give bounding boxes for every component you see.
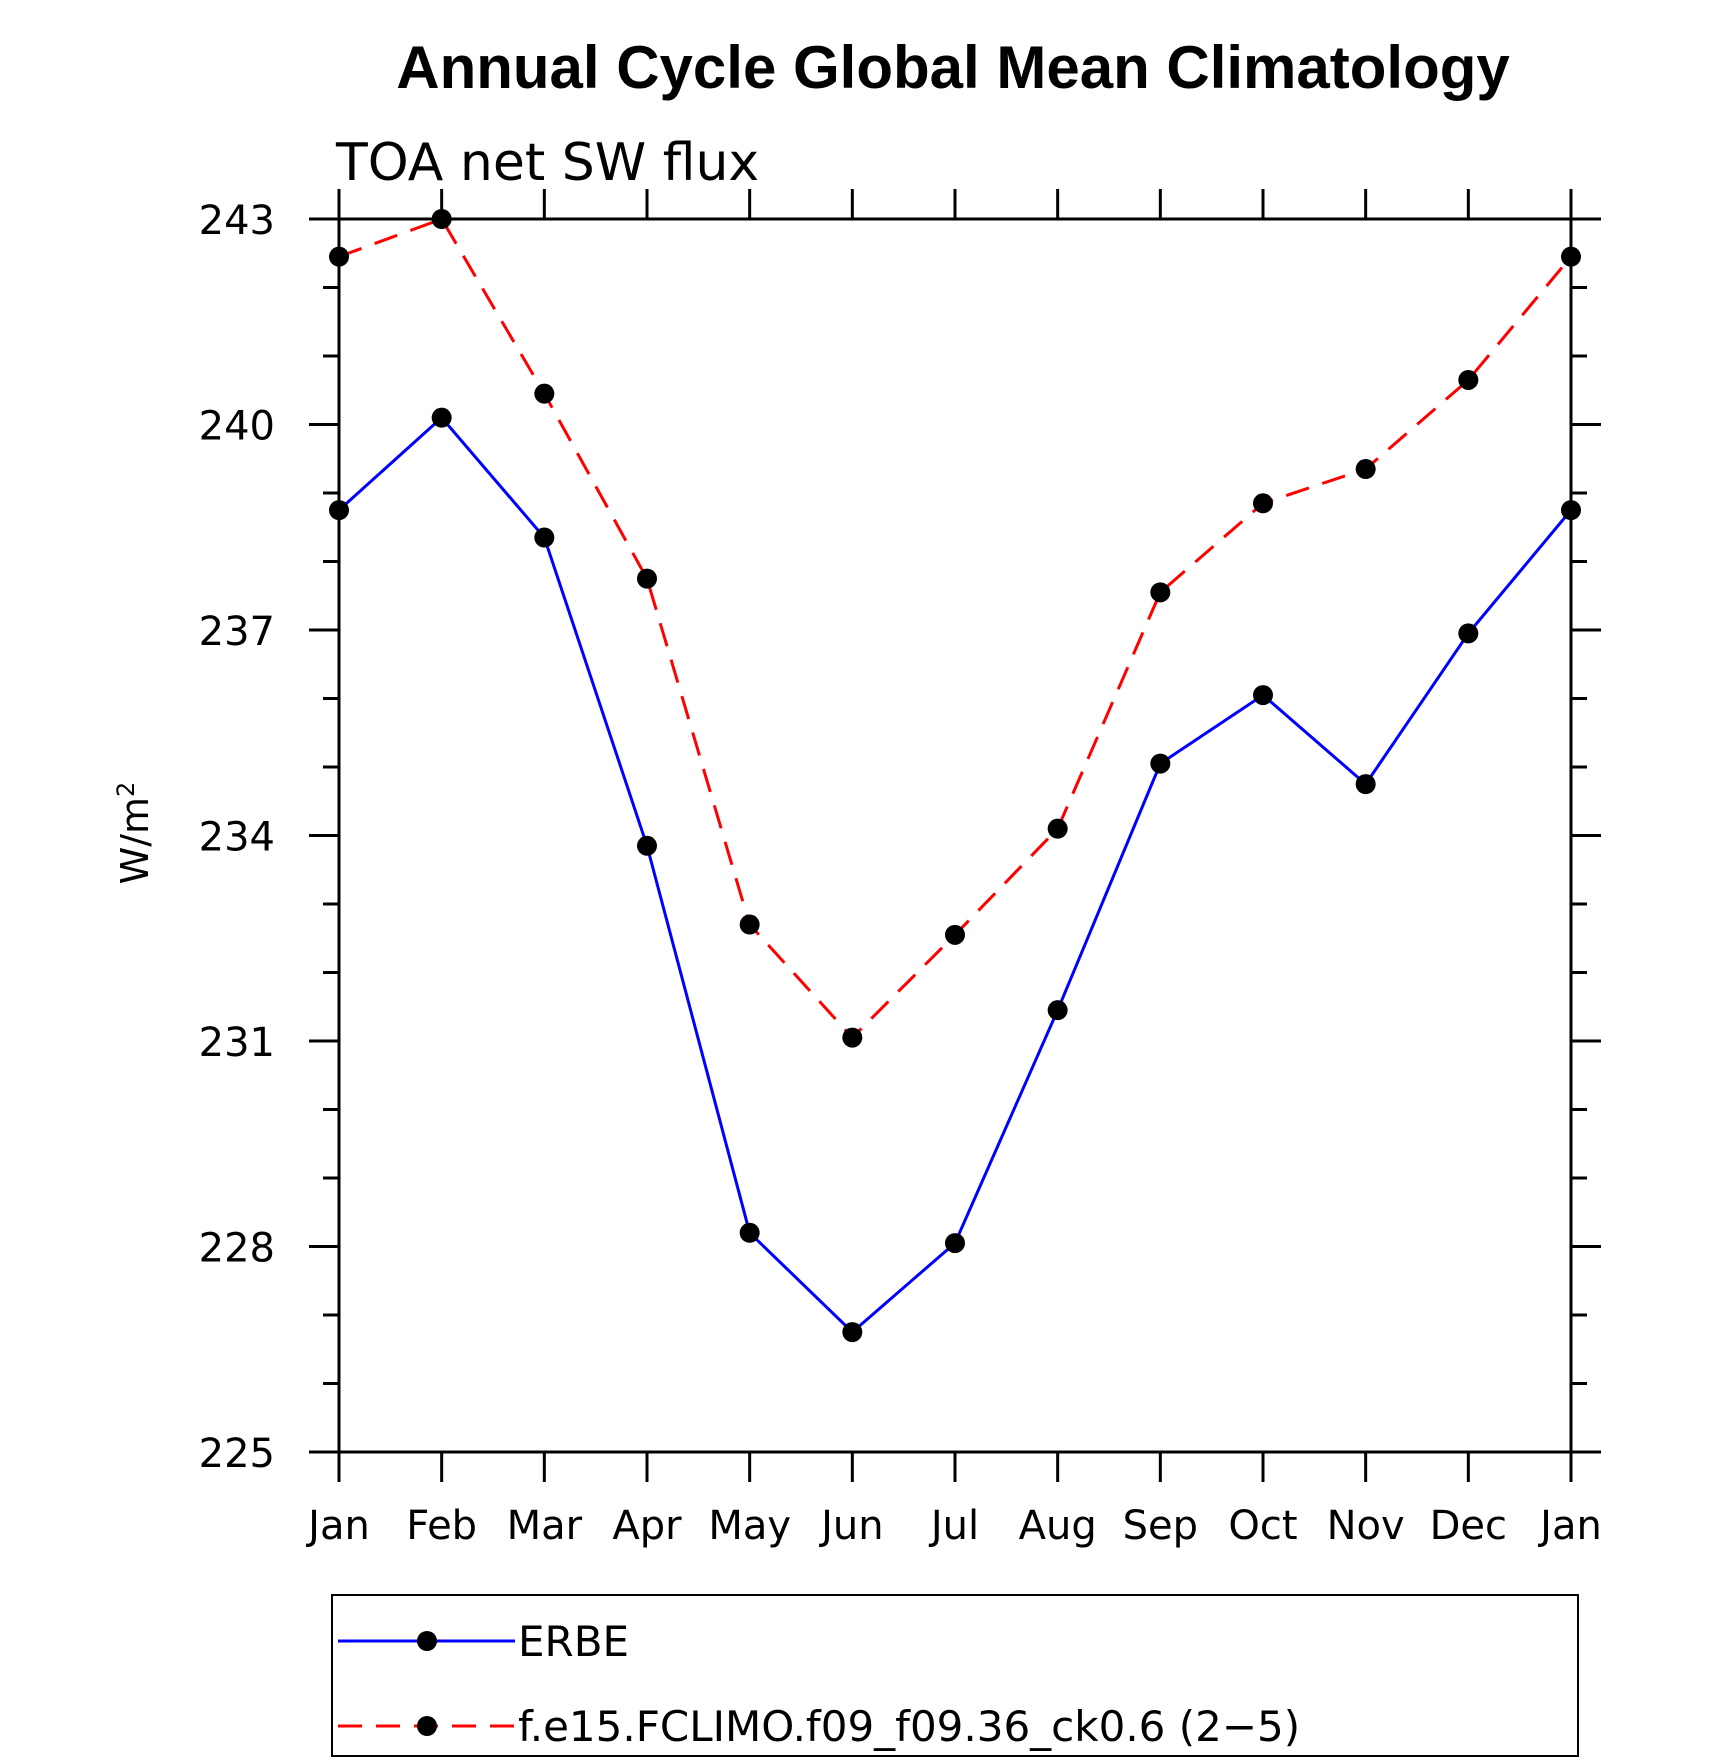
x-tick-label: Feb xyxy=(406,1503,477,1549)
series-2-point xyxy=(1047,818,1068,839)
legend: ERBE f.e15.FCLIMO.f09_f09.36_ck0.6 (2−5) xyxy=(338,1617,1300,1751)
x-tick-label: Jul xyxy=(928,1503,979,1549)
y-tick-label: 234 xyxy=(199,815,275,861)
series-1-point xyxy=(1047,1000,1068,1021)
x-tick-label: Jun xyxy=(818,1503,884,1549)
axis-ticks xyxy=(309,189,1601,1482)
y-axis-label: W/m2 xyxy=(112,782,157,885)
legend-box xyxy=(331,1594,1579,1757)
series-1-point xyxy=(945,1233,965,1254)
x-tick-label: Sep xyxy=(1123,1503,1198,1549)
x-tick-label: Jan xyxy=(305,1503,370,1549)
y-tick-label: 237 xyxy=(199,609,275,655)
x-tick-label: Apr xyxy=(612,1503,682,1549)
x-tick-label: May xyxy=(708,1503,791,1549)
series-1-point xyxy=(1253,685,1273,706)
y-tick-label: 231 xyxy=(199,1020,275,1066)
series-2-point xyxy=(1150,582,1171,603)
legend-label-2: f.e15.FCLIMO.f09_f09.36_ck0.6 (2−5) xyxy=(518,1702,1300,1751)
x-tick-label: Nov xyxy=(1327,1503,1405,1549)
series-2-point xyxy=(739,914,760,935)
series-1-point xyxy=(329,500,349,521)
series-2-point xyxy=(1355,459,1376,480)
series-2-point xyxy=(637,568,657,589)
tick-labels: Jan Feb Mar Apr May Jun Jul Aug Sep Oct Nov Dec Jan 2… xyxy=(199,198,1602,1549)
x-tick-label: Mar xyxy=(507,1503,583,1549)
series-1-point xyxy=(739,1222,760,1243)
series-line-1 xyxy=(337,415,1573,1335)
series-2-point xyxy=(431,209,452,229)
series-1-point xyxy=(1150,753,1171,774)
series-line-2 xyxy=(338,217,1573,1040)
y-axis-label-unit: W/m xyxy=(113,797,157,884)
y-tick-label: 240 xyxy=(199,404,275,450)
series-1-point xyxy=(1458,623,1479,644)
series-1-point xyxy=(1355,774,1376,795)
legend-marker-1 xyxy=(417,1631,437,1651)
series-1-point xyxy=(637,835,657,856)
chart-subtitle: TOA net SW flux xyxy=(335,133,759,193)
y-axis-label-superscript: 2 xyxy=(112,782,140,797)
x-tick-label: Dec xyxy=(1430,1503,1507,1549)
y-tick-label: 228 xyxy=(199,1226,275,1272)
series-1-point xyxy=(842,1322,863,1343)
series-2-point xyxy=(842,1027,863,1048)
series-1-point xyxy=(1561,500,1581,521)
series-2-point xyxy=(1561,246,1581,267)
y-tick-label: 243 xyxy=(199,198,275,244)
series-layer xyxy=(329,209,1581,1343)
y-tick-label: 225 xyxy=(199,1431,275,1477)
x-tick-label: Jan xyxy=(1537,1503,1602,1549)
legend-marker-2 xyxy=(417,1716,437,1736)
series-1-point xyxy=(431,407,452,428)
series-2-point xyxy=(1253,493,1273,514)
series-1-point xyxy=(534,527,555,548)
series-2-point xyxy=(534,383,555,404)
plot-frame xyxy=(337,217,1573,1454)
series-2-point xyxy=(329,246,349,267)
legend-label-1: ERBE xyxy=(518,1617,629,1666)
series-2-point xyxy=(1458,369,1479,390)
x-tick-label: Aug xyxy=(1019,1503,1097,1549)
chart-title: Annual Cycle Global Mean Climatology xyxy=(396,34,1510,101)
series-2-point xyxy=(945,924,965,945)
x-tick-label: Oct xyxy=(1228,1503,1297,1549)
